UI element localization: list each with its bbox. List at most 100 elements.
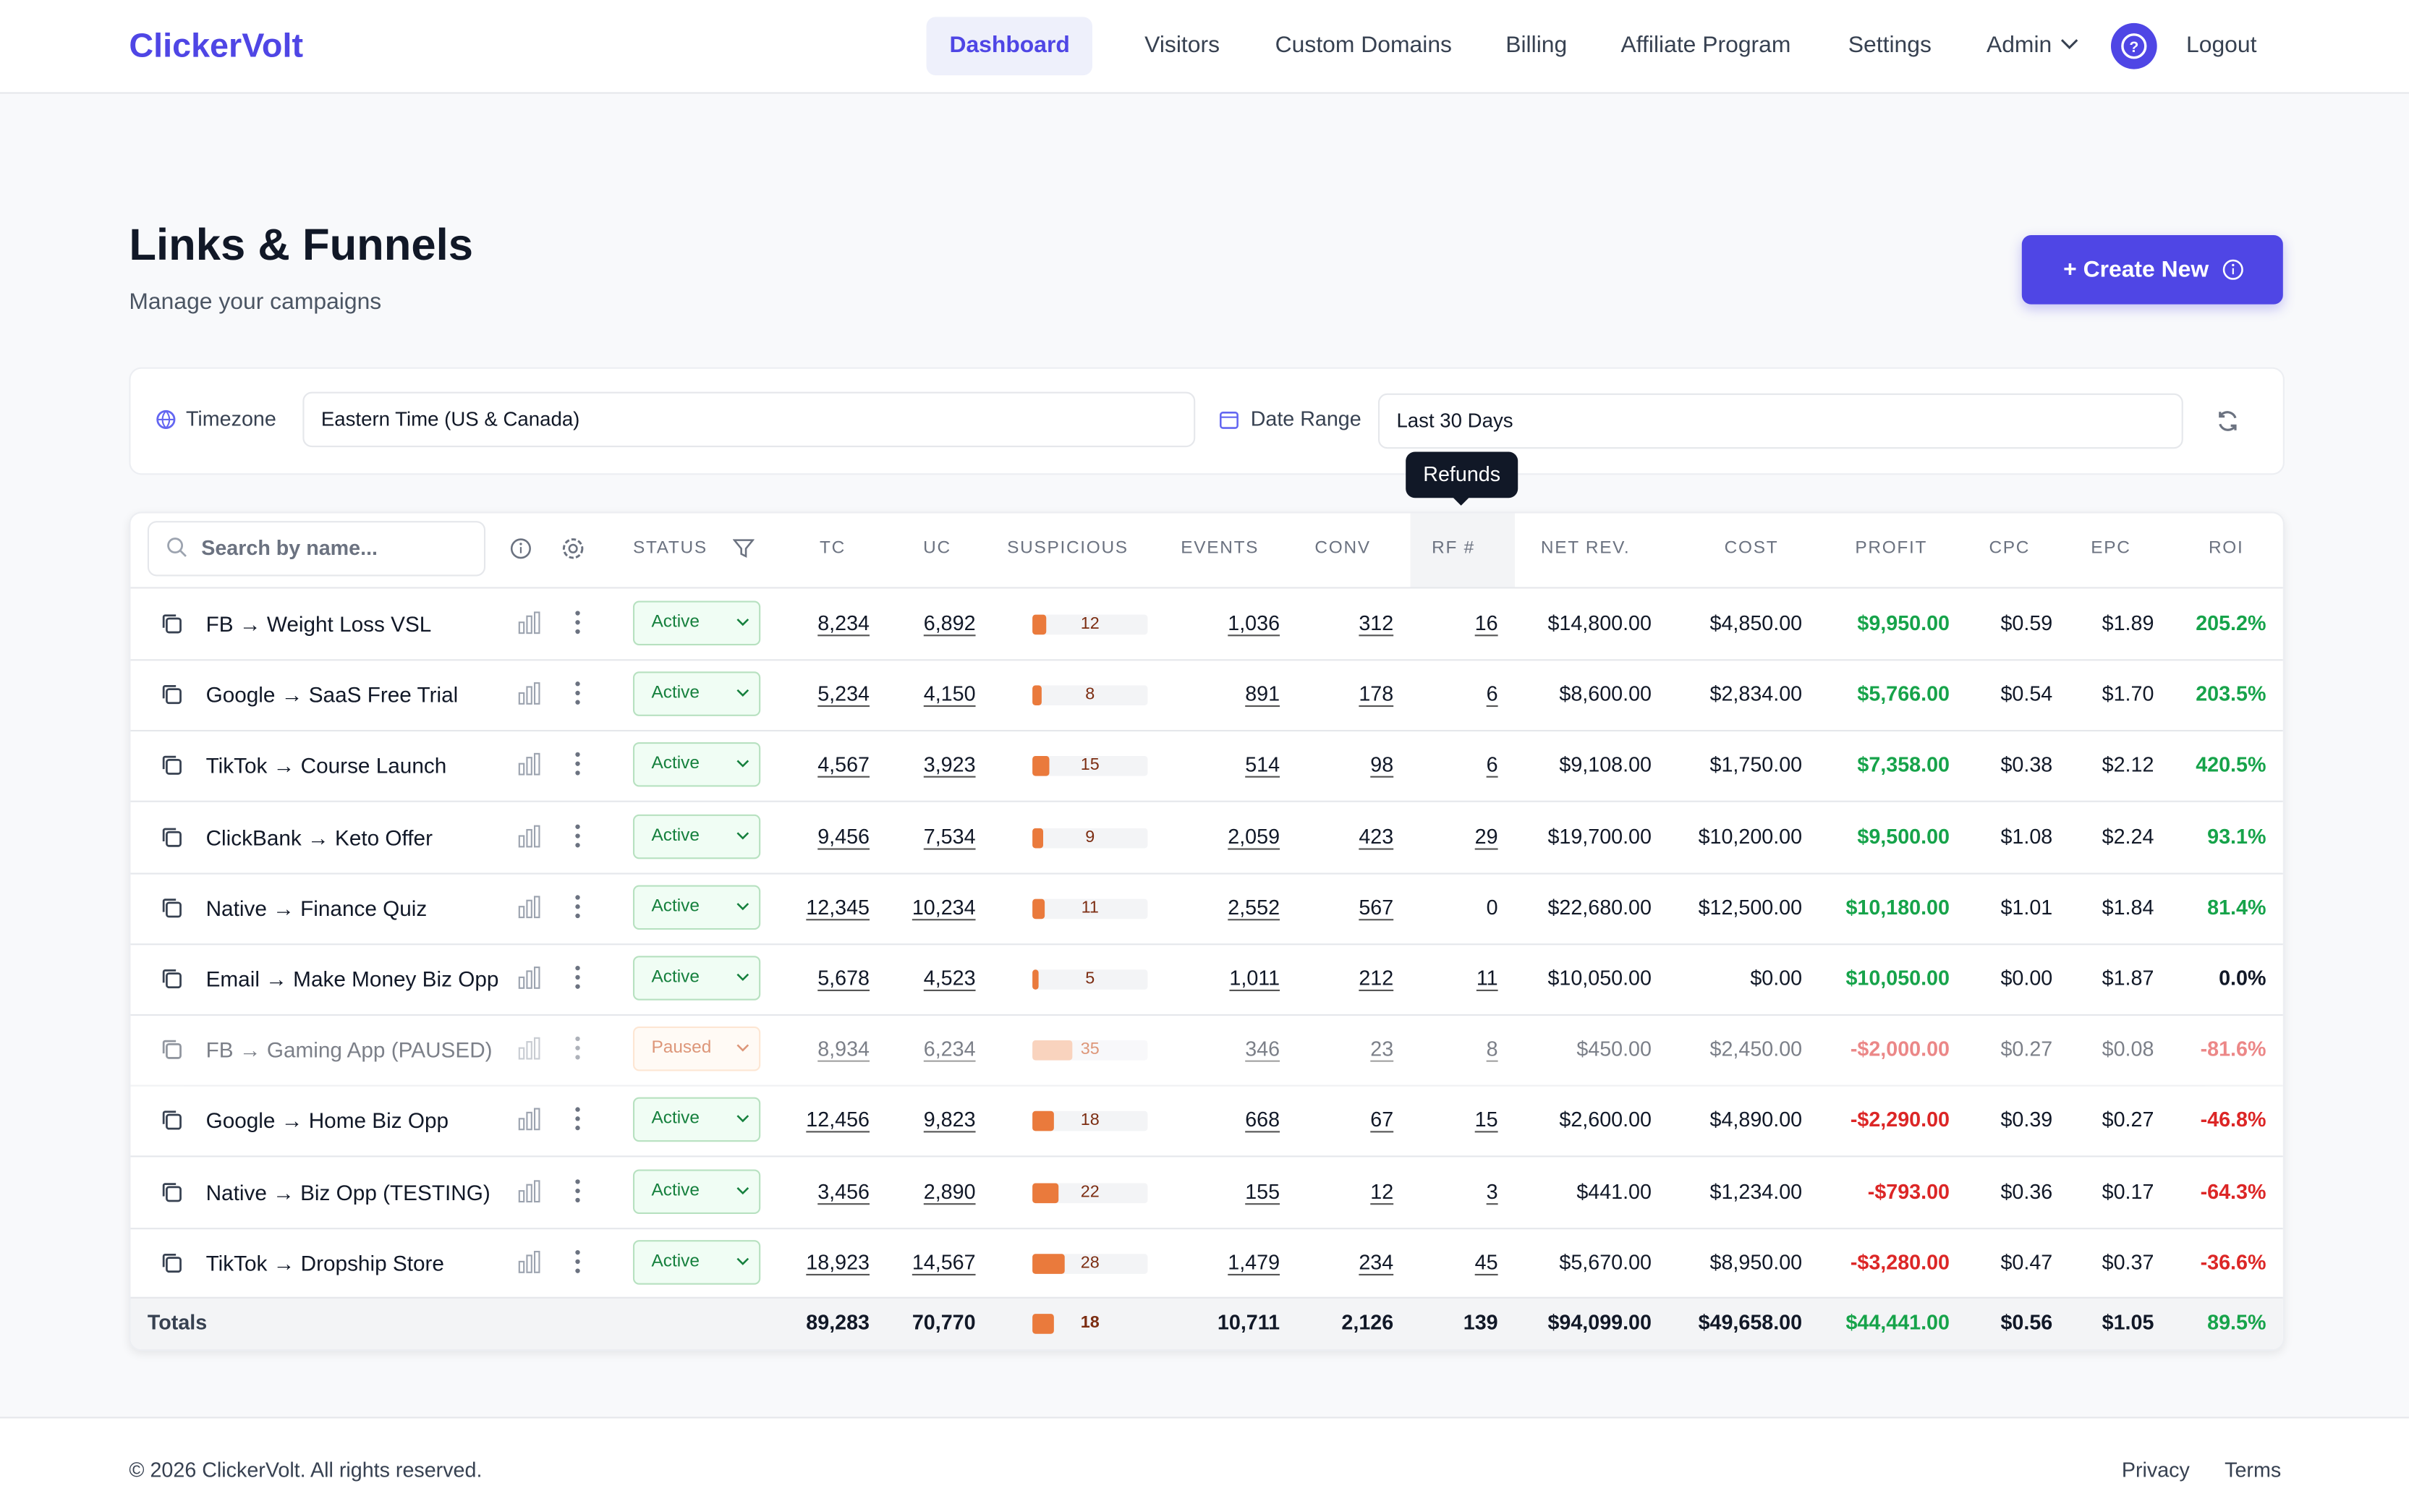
status-select[interactable]: Active: [632, 1239, 761, 1285]
refresh-icon[interactable]: [2215, 409, 2240, 433]
timezone-select[interactable]: Eastern Time (US & Canada): [302, 391, 1196, 448]
link-name[interactable]: FB → Weight Loss VSL: [205, 611, 432, 637]
info-icon[interactable]: [509, 536, 533, 561]
column-header[interactable]: CPC: [1989, 539, 2031, 558]
copy-icon[interactable]: [160, 1037, 184, 1062]
column-header[interactable]: NET REV.: [1540, 539, 1631, 558]
nav-item[interactable]: Custom Domains: [1275, 32, 1452, 59]
copy-icon[interactable]: [160, 611, 184, 636]
cell-value[interactable]: 6: [1486, 753, 1498, 777]
cell-value[interactable]: 9,456: [817, 824, 870, 848]
copy-icon[interactable]: [160, 1251, 184, 1275]
cell-value[interactable]: 67: [1370, 1108, 1394, 1132]
copy-icon[interactable]: [160, 967, 184, 991]
cell-value[interactable]: 12,345: [806, 895, 870, 919]
stats-icon[interactable]: [517, 965, 543, 991]
cell-value[interactable]: 16: [1474, 611, 1498, 635]
menu-icon[interactable]: [573, 822, 582, 849]
cell-value[interactable]: 1,011: [1229, 967, 1280, 990]
cell-value[interactable]: 14,567: [912, 1250, 976, 1274]
nav-item[interactable]: Visitors: [1144, 32, 1220, 59]
stats-icon[interactable]: [517, 894, 543, 920]
nav-item[interactable]: Admin: [1987, 17, 2080, 75]
nav-item[interactable]: Settings: [1848, 32, 1932, 59]
menu-icon[interactable]: [573, 1035, 582, 1062]
cell-value[interactable]: 98: [1370, 753, 1394, 777]
copy-icon[interactable]: [160, 896, 184, 920]
status-select[interactable]: Active: [632, 671, 761, 717]
cell-value[interactable]: 5,678: [817, 967, 870, 990]
link-name[interactable]: Native → Biz Opp (TESTING): [205, 1179, 490, 1205]
link-name[interactable]: Native → Finance Quiz: [205, 895, 428, 920]
stats-icon[interactable]: [517, 1178, 543, 1204]
settings-icon[interactable]: [559, 535, 587, 562]
menu-icon[interactable]: [573, 1247, 582, 1275]
cell-value[interactable]: 2,059: [1228, 824, 1280, 848]
cell-value[interactable]: 8: [1486, 1037, 1498, 1061]
copy-icon[interactable]: [160, 825, 184, 849]
create-button[interactable]: + Create New: [2021, 234, 2283, 305]
link-name[interactable]: TikTok → Dropship Store: [205, 1250, 444, 1275]
status-select[interactable]: Paused: [632, 1027, 761, 1071]
cell-value[interactable]: 4,567: [817, 753, 870, 777]
cell-value[interactable]: 514: [1245, 753, 1280, 777]
cell-value[interactable]: 5,234: [817, 682, 870, 706]
footer-link[interactable]: Terms: [2225, 1458, 2282, 1482]
column-header[interactable]: COST: [1724, 539, 1779, 558]
copy-icon[interactable]: [160, 682, 184, 707]
column-header[interactable]: TC: [820, 539, 846, 558]
footer-link[interactable]: Privacy: [2121, 1458, 2190, 1482]
column-header[interactable]: EVENTS: [1181, 539, 1259, 558]
cell-value[interactable]: 4,523: [923, 967, 976, 990]
column-header[interactable]: ROI: [2208, 539, 2244, 558]
cell-value[interactable]: 1,479: [1228, 1250, 1280, 1274]
stats-icon[interactable]: [517, 1036, 543, 1062]
cell-value[interactable]: 2,552: [1228, 895, 1280, 919]
column-header[interactable]: CONV: [1314, 539, 1371, 558]
cell-value[interactable]: 6,234: [923, 1037, 976, 1061]
cell-value[interactable]: 8,234: [817, 611, 870, 635]
cell-value[interactable]: 234: [1359, 1250, 1394, 1274]
stats-icon[interactable]: [517, 610, 543, 636]
cell-value[interactable]: 18,923: [806, 1250, 870, 1274]
copy-icon[interactable]: [160, 1179, 184, 1204]
cell-value[interactable]: 423: [1359, 824, 1394, 848]
stats-icon[interactable]: [517, 752, 543, 778]
cell-value[interactable]: 2,890: [923, 1179, 976, 1203]
status-select[interactable]: Active: [632, 1097, 761, 1143]
cell-value[interactable]: 668: [1245, 1108, 1280, 1132]
cell-value[interactable]: 7,534: [923, 824, 976, 848]
cell-value[interactable]: 12,456: [806, 1108, 870, 1132]
cell-value[interactable]: 8,934: [817, 1037, 870, 1061]
status-select[interactable]: Active: [632, 1168, 761, 1214]
link-name[interactable]: FB → Gaming App (PAUSED): [205, 1037, 493, 1063]
cell-value[interactable]: 45: [1474, 1250, 1498, 1274]
cell-value[interactable]: 312: [1359, 611, 1394, 635]
stats-icon[interactable]: [517, 1249, 543, 1275]
cell-value[interactable]: 155: [1245, 1179, 1280, 1203]
menu-icon[interactable]: [573, 750, 582, 778]
column-header[interactable]: STATUS: [632, 539, 708, 558]
cell-value[interactable]: 12: [1370, 1179, 1394, 1203]
cell-value[interactable]: 29: [1474, 824, 1498, 848]
cell-value[interactable]: 891: [1245, 682, 1280, 706]
cell-value[interactable]: 9,823: [923, 1108, 976, 1132]
cell-value[interactable]: 3: [1486, 1179, 1498, 1203]
filter-icon[interactable]: [733, 538, 755, 559]
column-header[interactable]: PROFIT: [1855, 539, 1928, 558]
stats-icon[interactable]: [517, 823, 543, 849]
link-name[interactable]: Google → Home Biz Opp: [205, 1108, 449, 1134]
nav-item[interactable]: Affiliate Program: [1620, 32, 1791, 59]
cell-value[interactable]: 567: [1359, 895, 1394, 919]
column-header[interactable]: RF #: [1432, 539, 1475, 558]
cell-value[interactable]: 6,892: [923, 611, 976, 635]
date-range-select[interactable]: Last 30 Days: [1377, 393, 2183, 449]
menu-icon[interactable]: [573, 608, 582, 636]
column-header[interactable]: SUSPICIOUS: [1007, 539, 1129, 558]
status-select[interactable]: Active: [632, 600, 761, 646]
stats-icon[interactable]: [517, 1107, 543, 1133]
cell-value[interactable]: 3,456: [817, 1179, 870, 1203]
logout[interactable]: Logout: [2186, 32, 2257, 59]
menu-icon[interactable]: [573, 964, 582, 991]
link-name[interactable]: ClickBank → Keto Offer: [205, 824, 433, 849]
